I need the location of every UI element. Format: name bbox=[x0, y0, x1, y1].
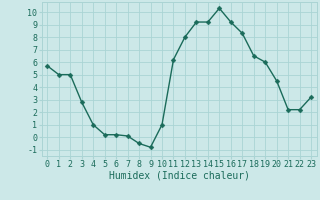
X-axis label: Humidex (Indice chaleur): Humidex (Indice chaleur) bbox=[109, 171, 250, 181]
